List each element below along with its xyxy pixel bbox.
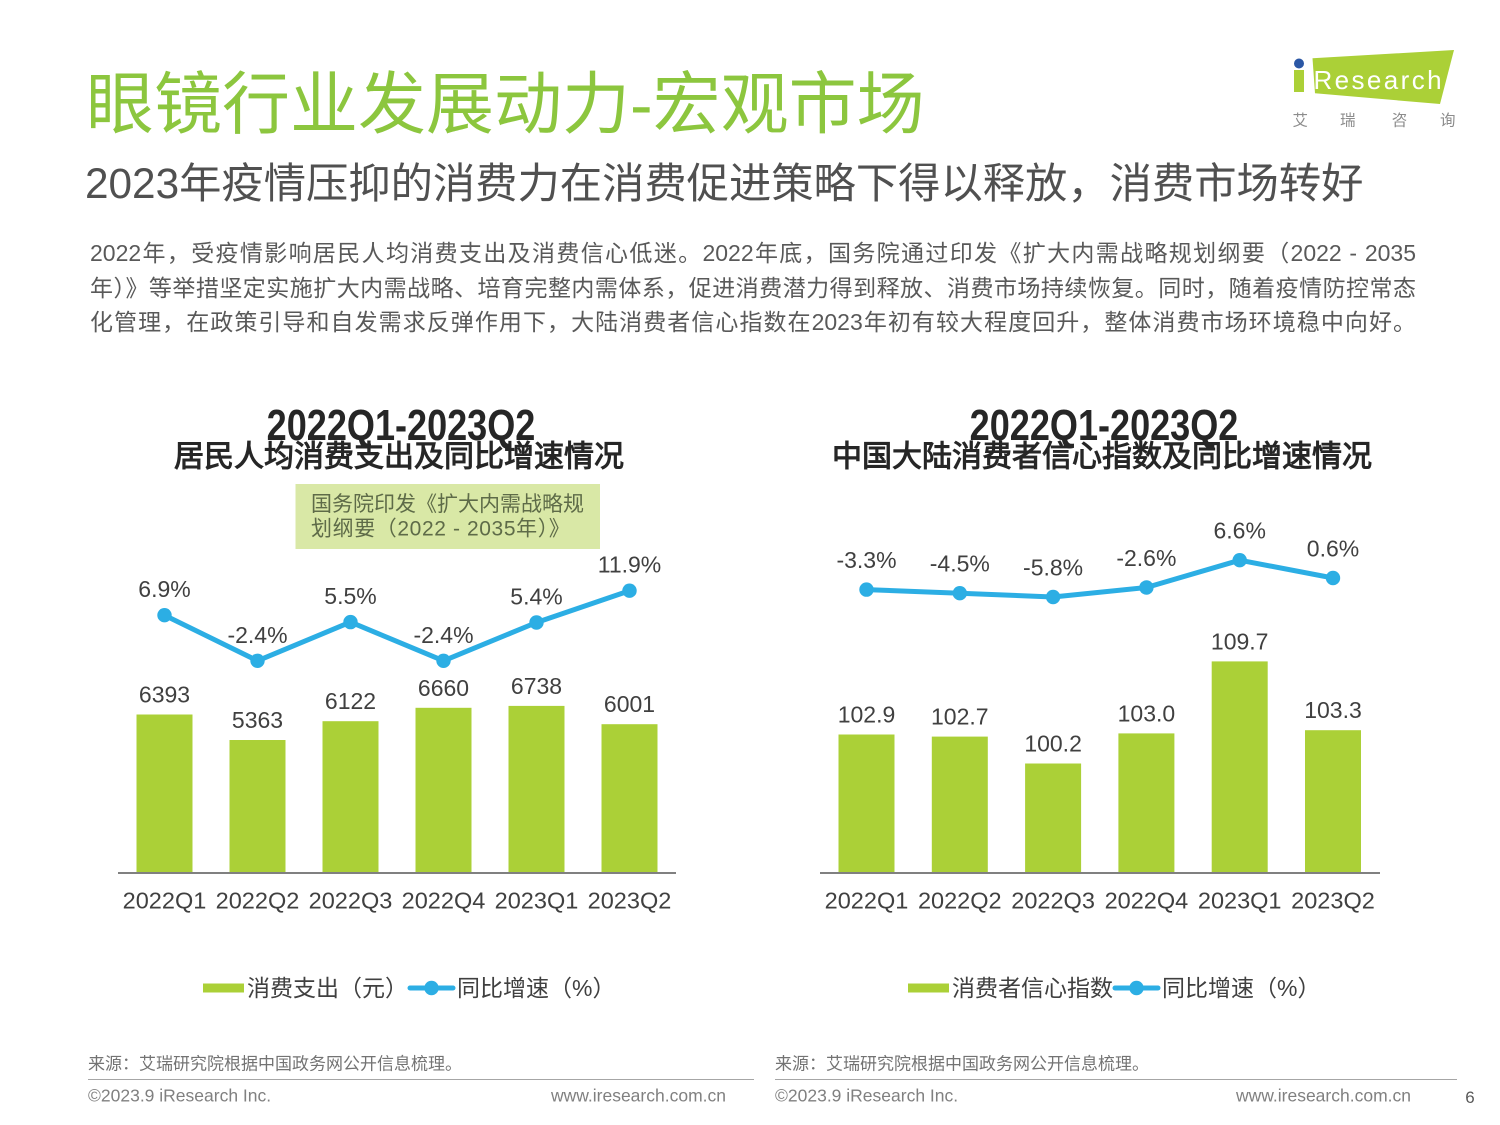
svg-text:来源：艾瑞研究院根据中国政务网公开信息梳理。: 来源：艾瑞研究院根据中国政务网公开信息梳理。: [88, 1055, 462, 1074]
svg-text:艾: 艾: [1293, 112, 1309, 130]
svg-text:-2.6%: -2.6%: [1116, 545, 1176, 571]
svg-text:109.7: 109.7: [1211, 628, 1269, 654]
svg-text:2022Q1: 2022Q1: [123, 888, 207, 914]
svg-text:6001: 6001: [604, 691, 655, 717]
svg-text:询: 询: [1440, 112, 1456, 130]
svg-text:©2023.9 iResearch Inc.: ©2023.9 iResearch Inc.: [775, 1086, 958, 1106]
svg-text:2022Q2: 2022Q2: [216, 888, 300, 914]
svg-text:咨: 咨: [1392, 112, 1408, 130]
svg-text:11.9%: 11.9%: [598, 552, 662, 578]
svg-text:来源：艾瑞研究院根据中国政务网公开信息梳理。: 来源：艾瑞研究院根据中国政务网公开信息梳理。: [775, 1055, 1149, 1074]
svg-text:2023Q2: 2023Q2: [1291, 888, 1375, 914]
svg-text:6738: 6738: [511, 673, 562, 699]
svg-text:2022Q1-2023Q2: 2022Q1-2023Q2: [267, 401, 536, 450]
svg-text:-2.4%: -2.4%: [227, 622, 287, 648]
svg-text:103.3: 103.3: [1304, 697, 1362, 723]
svg-text:-2.4%: -2.4%: [413, 622, 473, 648]
svg-text:瑞: 瑞: [1340, 112, 1356, 130]
svg-text:6393: 6393: [139, 682, 190, 708]
svg-text:居民人均消费支出及同比增速情况: 居民人均消费支出及同比增速情况: [174, 441, 624, 474]
svg-text:消费支出（元）: 消费支出（元）: [247, 975, 408, 1001]
svg-text:103.0: 103.0: [1118, 700, 1176, 726]
svg-text:2022Q1-2023Q2: 2022Q1-2023Q2: [970, 401, 1239, 450]
svg-text:Research: Research: [1314, 65, 1444, 95]
svg-text:www.iresearch.com.cn: www.iresearch.com.cn: [550, 1086, 726, 1106]
svg-text:2022Q4: 2022Q4: [402, 888, 486, 914]
svg-text:-3.3%: -3.3%: [836, 547, 896, 573]
svg-text:中国大陆消费者信心指数及同比增速情况: 中国大陆消费者信心指数及同比增速情况: [832, 441, 1372, 474]
svg-text:©2023.9 iResearch Inc.: ©2023.9 iResearch Inc.: [88, 1086, 271, 1106]
svg-text:消费者信心指数: 消费者信心指数: [952, 975, 1113, 1001]
svg-text:6.9%: 6.9%: [138, 576, 190, 602]
svg-text:2022Q4: 2022Q4: [1105, 888, 1189, 914]
svg-text:100.2: 100.2: [1024, 731, 1082, 757]
svg-text:2022Q2: 2022Q2: [918, 888, 1002, 914]
svg-text:同比增速（%）: 同比增速（%）: [457, 975, 615, 1001]
svg-text:2022Q3: 2022Q3: [1011, 888, 1095, 914]
svg-text:0.6%: 0.6%: [1307, 536, 1359, 562]
svg-text:102.7: 102.7: [931, 704, 989, 730]
svg-text:6122: 6122: [325, 688, 376, 714]
svg-text:2022Q1: 2022Q1: [825, 888, 909, 914]
svg-text:5363: 5363: [232, 707, 283, 733]
svg-text:2023Q1: 2023Q1: [1198, 888, 1282, 914]
svg-text:2023Q2: 2023Q2: [588, 888, 672, 914]
svg-text:6.6%: 6.6%: [1213, 518, 1265, 544]
svg-text:2022Q3: 2022Q3: [309, 888, 393, 914]
svg-text:5.5%: 5.5%: [324, 583, 376, 609]
svg-text:-5.8%: -5.8%: [1023, 555, 1083, 581]
svg-text:-4.5%: -4.5%: [930, 551, 990, 577]
svg-text:6660: 6660: [418, 675, 469, 701]
svg-text:划纲要（2022 - 2035年）》: 划纲要（2022 - 2035年）》: [311, 518, 570, 541]
svg-text:5.4%: 5.4%: [510, 584, 562, 610]
svg-text:6: 6: [1465, 1088, 1474, 1107]
svg-text:同比增速（%）: 同比增速（%）: [1162, 975, 1320, 1001]
svg-text:国务院印发《扩大内需战略规: 国务院印发《扩大内需战略规: [311, 493, 584, 516]
svg-text:102.9: 102.9: [838, 702, 896, 728]
svg-text:www.iresearch.com.cn: www.iresearch.com.cn: [1235, 1086, 1411, 1106]
svg-text:2023Q1: 2023Q1: [495, 888, 579, 914]
